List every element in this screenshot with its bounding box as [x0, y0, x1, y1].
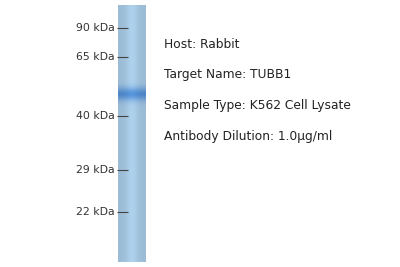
Text: 22 kDa: 22 kDa	[76, 207, 115, 217]
Text: Target Name: TUBB1: Target Name: TUBB1	[164, 68, 291, 81]
Text: 90 kDa: 90 kDa	[76, 23, 115, 33]
Text: Sample Type: K562 Cell Lysate: Sample Type: K562 Cell Lysate	[164, 99, 351, 112]
Text: 65 kDa: 65 kDa	[76, 52, 115, 62]
Text: 29 kDa: 29 kDa	[76, 164, 115, 175]
Text: 40 kDa: 40 kDa	[76, 111, 115, 121]
Text: Host: Rabbit: Host: Rabbit	[164, 38, 240, 50]
Text: Antibody Dilution: 1.0μg/ml: Antibody Dilution: 1.0μg/ml	[164, 130, 332, 143]
